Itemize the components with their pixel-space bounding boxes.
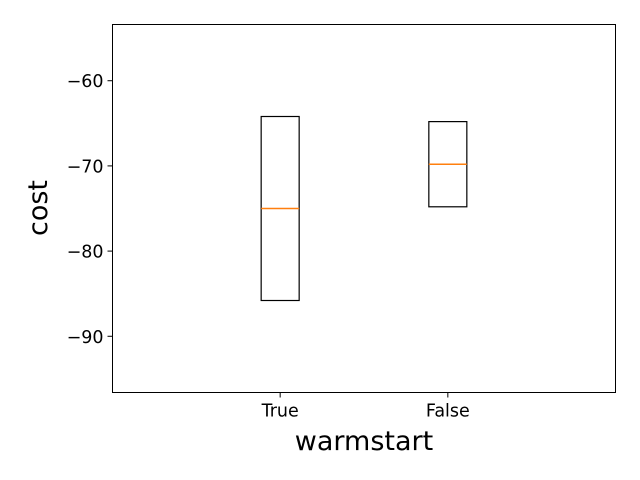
- plot-area: [112, 24, 616, 393]
- x-axis: True False: [261, 392, 470, 422]
- y-tick-label: −70: [67, 157, 104, 177]
- x-axis-label: warmstart: [295, 426, 433, 457]
- x-tick-label: True: [261, 402, 299, 422]
- y-tick-label: −80: [67, 243, 104, 263]
- box-true: [260, 115, 300, 302]
- y-tick-label: −60: [67, 72, 104, 92]
- box-false: [428, 121, 468, 208]
- y-tick-label: −90: [67, 328, 104, 348]
- x-tick-label: False: [426, 402, 470, 422]
- y-axis: −90 −80 −70 −60: [67, 72, 113, 348]
- boxes-layer: [260, 115, 468, 302]
- y-axis-label: cost: [23, 180, 54, 236]
